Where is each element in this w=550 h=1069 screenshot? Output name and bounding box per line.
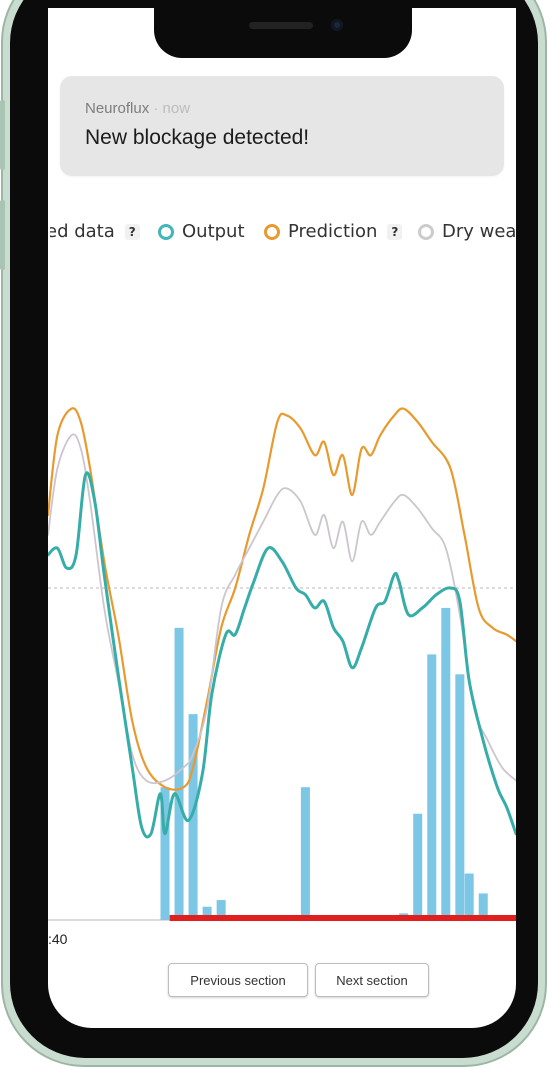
next-section-button[interactable]: Next section <box>315 963 429 997</box>
rainfall-bar <box>464 873 474 920</box>
rainfall-bar <box>441 607 451 920</box>
rainfall-bar <box>216 900 226 920</box>
rainfall-bar <box>478 893 488 920</box>
help-icon[interactable]: ? <box>124 223 140 240</box>
front-camera <box>331 19 343 31</box>
rainfall-bar <box>455 674 465 920</box>
legend-marker-icon <box>418 223 434 240</box>
speaker-grille <box>249 22 313 29</box>
legend-marker-icon <box>264 223 280 240</box>
rainfall-bar <box>188 714 198 920</box>
rainfall-bar <box>174 627 184 920</box>
x-tick-label: :40 <box>48 931 68 947</box>
legend-label: Prediction <box>288 221 378 242</box>
notification-app-name: Neuroflux <box>85 100 150 117</box>
notification-time: now <box>162 100 191 117</box>
rainfall-bar <box>160 787 170 920</box>
help-icon[interactable]: ? <box>387 223 403 240</box>
rainfall-bar <box>202 906 212 920</box>
legend-item-prediction[interactable]: Prediction ? <box>264 221 403 242</box>
rainfall-bar <box>300 787 310 920</box>
notification-separator: · <box>153 100 159 117</box>
flow-chart[interactable]: :40 <box>48 256 516 956</box>
legend-label: Output <box>182 221 245 242</box>
series-line-output <box>48 471 516 839</box>
chart-legend: ed data ? Output Prediction ? Dry weat <box>50 221 516 245</box>
previous-section-button[interactable]: Previous section <box>168 963 308 997</box>
rainfall-bar <box>413 813 423 920</box>
legend-label: Dry weat <box>442 221 516 242</box>
phone-notch <box>154 8 412 58</box>
legend-item-dry-weather[interactable]: Dry weat <box>418 221 516 242</box>
legend-item-measured-data[interactable]: ed data ? <box>50 221 140 242</box>
legend-marker-icon <box>158 223 174 240</box>
notification-message: New blockage detected! <box>85 126 310 149</box>
notification-banner[interactable]: Neuroflux · now New blockage detected! <box>60 76 504 176</box>
notification-meta: Neuroflux · now <box>85 100 190 117</box>
legend-label: ed data <box>50 221 115 242</box>
series-line-prediction <box>48 407 516 791</box>
legend-item-output[interactable]: Output <box>158 221 245 242</box>
phone-screen <box>48 8 516 1028</box>
rainfall-bar <box>427 654 437 920</box>
